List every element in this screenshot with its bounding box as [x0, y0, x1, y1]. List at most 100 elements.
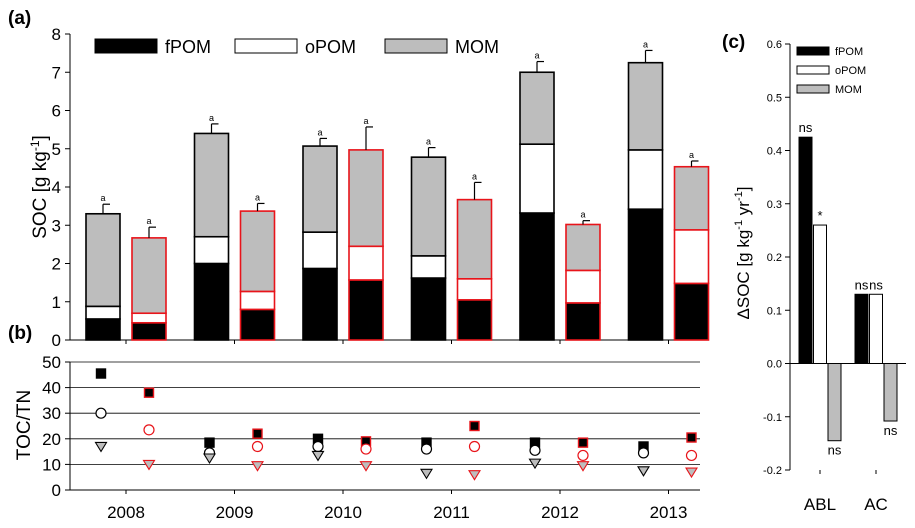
bar-opom-abl-2011	[410, 255, 447, 279]
point-opom-abl-2012	[529, 444, 541, 456]
bar-opom-abl-2008	[85, 305, 121, 320]
bar-opom-ac-2008	[131, 312, 167, 324]
significance-letter: a	[146, 216, 151, 226]
legend-swatch-mom	[384, 38, 448, 54]
bar-mom-ac-2011	[456, 198, 493, 280]
point-opom-ac-2011	[468, 440, 481, 453]
panel-a-legend: fPOM oPOM MOM	[94, 37, 499, 57]
panel-c-y-tick-label: 0.1	[767, 305, 782, 317]
panel-a-y-tick-label: 7	[52, 63, 61, 82]
bar-opom-abl-2013	[627, 149, 664, 210]
point-opom-abl-2010	[312, 440, 324, 453]
panel-c-legend-label-mom: MOM	[835, 84, 862, 96]
panel-a-y-tick-label: 0	[52, 331, 61, 350]
point-fpom-abl-2009	[204, 437, 215, 448]
bar-fpom-abl-2010	[302, 267, 338, 341]
point-mom-ac-2012	[576, 461, 590, 472]
bar-fpom-ac-2008	[131, 321, 167, 341]
x-tick-label-2008: 2008	[107, 503, 145, 522]
x-tick-label-2012: 2012	[541, 503, 579, 522]
point-mom-ac-2010	[359, 461, 373, 472]
panel-b-label: (b)	[8, 323, 32, 344]
legend-label-fpom: fPOM	[165, 37, 211, 57]
panel-a-y-tick-label: 5	[52, 140, 61, 159]
bar-opom-abl-2012	[519, 143, 555, 214]
panel-b-y-tick-label: 40	[42, 379, 61, 398]
point-opom-ac-2009	[251, 440, 264, 453]
bar-fpom-ac-2012	[565, 302, 601, 341]
panel-a-y-tick-label: 8	[52, 25, 61, 44]
point-fpom-abl-2008	[95, 368, 107, 379]
legend-swatch-fpom	[94, 38, 158, 54]
panel-c-y-tick-label: 0.2	[767, 252, 782, 264]
point-opom-ac-2010	[360, 443, 372, 455]
point-mom-abl-2010	[311, 450, 325, 462]
panel-c-delta-soc: (c) -0.2 -0.1 0.0 0.1 0.2 0.3 0.4 0.5 0.6 ABL AC n…	[722, 32, 906, 514]
bar-mom-ac-2012	[565, 223, 601, 272]
point-mom-abl-2008	[94, 441, 108, 453]
panel-c-x-tick-label-ac: AC	[864, 495, 888, 514]
panel-a-y-tick-label: 2	[52, 255, 61, 274]
panel-c-y-axis-title: ΔSOC [g kg-1 yr-1]	[733, 187, 753, 320]
panel-a-y-tick-label: 3	[52, 216, 61, 235]
bar-mom-ac-2008	[131, 237, 167, 315]
bar-mom-abl-2010	[302, 145, 338, 233]
panel-c-legend-swatch-opom	[796, 65, 830, 75]
point-opom-abl-2013	[637, 447, 650, 459]
panel-c-legend: fPOM oPOM MOM	[796, 46, 866, 96]
point-fpom-ac-2009	[252, 428, 263, 439]
delta-significance-label: ns	[869, 277, 883, 292]
significance-letter: a	[472, 171, 477, 181]
panel-c-x-tick-label-abl: ABL	[804, 495, 836, 514]
bar-opom-ac-2010	[348, 245, 384, 281]
point-opom-abl-2011	[420, 443, 433, 455]
panel-a-y-axis-title: SOC [g kg-1]	[28, 135, 51, 239]
bar-fpom-abl-2013	[627, 208, 664, 341]
point-mom-abl-2011	[420, 468, 433, 480]
panel-c-y-tick-label: 0.0	[767, 359, 782, 371]
point-opom-abl-2008	[95, 407, 107, 419]
delta-significance-label: ns	[799, 120, 813, 135]
bar-opom-ac-2013	[673, 229, 710, 285]
bar-fpom-abl-2008	[85, 318, 121, 341]
significance-letter: a	[363, 116, 368, 126]
bar-fpom-ac-2009	[239, 308, 276, 341]
x-tick-label-2013: 2013	[650, 503, 688, 522]
bar-opom-ac-2009	[239, 290, 276, 311]
bar-fpom-ac-2011	[456, 299, 493, 341]
panel-b-axes: 0 10 20 30 40 50 2008 2009 2010 2011 2012 2013	[42, 353, 700, 522]
point-mom-abl-2013	[637, 466, 650, 477]
panel-b-y-tick-label: 50	[42, 353, 61, 372]
bar-fpom-abl-2011	[410, 277, 447, 341]
delta-bar-fpom-ac	[854, 293, 869, 364]
x-tick-label-2009: 2009	[216, 503, 254, 522]
bar-mom-abl-2011	[410, 156, 447, 257]
bar-mom-ac-2010	[348, 149, 384, 248]
panel-c-axes: -0.2 -0.1 0.0 0.1 0.2 0.3 0.4 0.5 0.6 ABL AC	[763, 39, 906, 514]
x-tick-label-2010: 2010	[324, 503, 362, 522]
panel-c-y-tick-label: 0.6	[767, 39, 782, 51]
panel-a-y-tick-label: 4	[52, 178, 61, 197]
bar-mom-abl-2008	[85, 212, 121, 308]
delta-significance-label: ns	[828, 443, 842, 458]
bar-fpom-abl-2009	[193, 262, 230, 341]
panel-c-y-tick-label: 0.5	[767, 92, 782, 104]
panel-a-bars: aaaaaaaaabbaaaaaaaaaaaaaaaabbaaaaaba	[85, 39, 710, 341]
point-mom-abl-2012	[528, 458, 542, 470]
significance-letter: a	[534, 51, 539, 61]
significance-letter: a	[426, 137, 431, 147]
panel-b-y-tick-label: 30	[42, 404, 61, 423]
panel-c-y-tick-label: -0.2	[763, 465, 782, 477]
panel-c-legend-label-fpom: fPOM	[835, 46, 863, 58]
legend-label-opom: oPOM	[305, 37, 356, 57]
legend-swatch-opom	[234, 38, 298, 54]
delta-significance-label: *	[817, 208, 822, 223]
x-tick-label-2011: 2011	[433, 503, 470, 522]
significance-letter: a	[255, 192, 260, 202]
delta-bar-opom-ac	[869, 293, 883, 364]
panel-a-y-tick-label: 6	[52, 102, 61, 121]
panel-c-label: (c)	[722, 32, 745, 53]
panel-c-y-tick-label: 0.3	[767, 199, 782, 211]
